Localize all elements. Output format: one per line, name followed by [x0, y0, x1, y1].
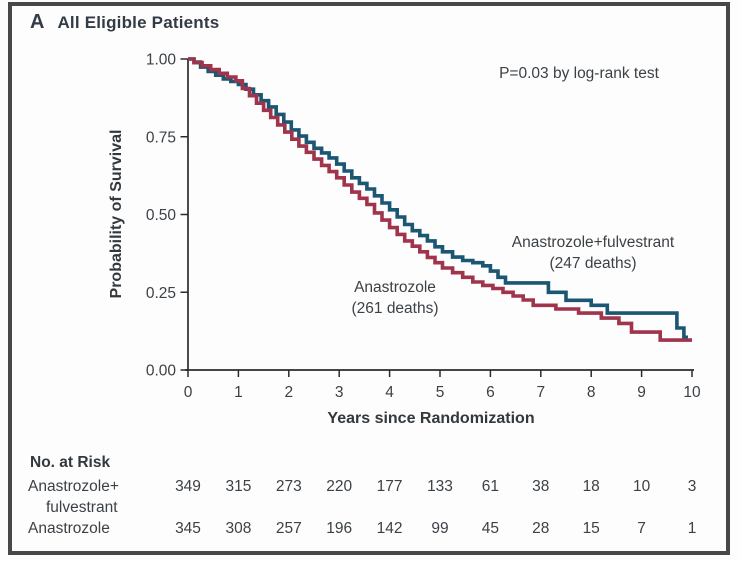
x-tick-label: 7 [536, 384, 545, 401]
pvalue-annotation: P=0.03 by log-rank test [499, 65, 659, 82]
risk-value: 196 [326, 520, 353, 537]
risk-value: 7 [637, 520, 646, 537]
risk-value: 28 [532, 520, 550, 537]
x-axis-title: Years since Randomization [327, 410, 535, 427]
y-tick-label: 0.00 [146, 363, 177, 380]
risk-value: 349 [175, 478, 201, 495]
x-tick-label: 0 [184, 384, 193, 401]
y-tick-label: 0.75 [146, 129, 176, 146]
risk-value: 257 [275, 520, 302, 537]
y-axis-title: Probability of Survival [108, 129, 125, 299]
panel-title: A All Eligible Patients [30, 11, 219, 34]
series-deaths-line: (261 deaths) [351, 300, 439, 317]
x-tick-label: 5 [436, 384, 445, 401]
x-tick-label: 2 [284, 384, 293, 401]
km-curve-anastrozole [188, 57, 692, 342]
risk-value: 345 [175, 520, 201, 537]
x-tick-label: 6 [486, 384, 495, 401]
risk-value: 1 [687, 520, 697, 537]
y-tick-label: 0.25 [146, 285, 176, 302]
risk-value: 45 [481, 520, 500, 537]
risk-value: 61 [481, 478, 500, 495]
risk-row-label: Anastrozole [28, 520, 110, 537]
risk-value: 315 [225, 478, 252, 495]
risk-value: 15 [582, 520, 600, 537]
risk-value: 3 [687, 478, 697, 495]
panel-letter: A [30, 11, 45, 33]
risk-table-header: No. at Risk [30, 454, 111, 471]
risk-value: 220 [326, 478, 353, 495]
risk-value: 142 [376, 520, 403, 537]
series-label-line: Anastrozole [354, 279, 436, 296]
x-tick-label: 4 [385, 384, 394, 401]
risk-row-label: Anastrozole+ [28, 478, 119, 495]
risk-value: 10 [632, 478, 651, 495]
x-tick-label: 10 [683, 384, 701, 401]
risk-value: 18 [582, 478, 600, 495]
panel-title-text: All Eligible Patients [57, 13, 220, 32]
series-label-anastrozole-fulvestrant: Anastrozole+fulvestrant (247 deaths) [482, 232, 704, 274]
risk-value: 99 [431, 520, 449, 537]
x-tick-label: 8 [587, 384, 596, 401]
series-label-anastrozole: Anastrozole (261 deaths) [320, 277, 470, 319]
x-tick-label: 1 [234, 384, 243, 401]
risk-row-label: fulvestrant [46, 499, 118, 516]
risk-value: 177 [376, 478, 403, 495]
risk-value: 273 [275, 478, 302, 495]
series-deaths-line: (247 deaths) [549, 255, 637, 272]
risk-value: 308 [225, 520, 252, 537]
series-label-line: Anastrozole+fulvestrant [511, 234, 675, 251]
x-tick-label: 9 [637, 384, 646, 401]
risk-value: 38 [532, 478, 550, 495]
y-tick-label: 1.00 [146, 52, 177, 69]
x-tick-label: 3 [335, 384, 344, 401]
y-tick-label: 0.50 [146, 207, 177, 224]
risk-value: 133 [427, 478, 453, 495]
